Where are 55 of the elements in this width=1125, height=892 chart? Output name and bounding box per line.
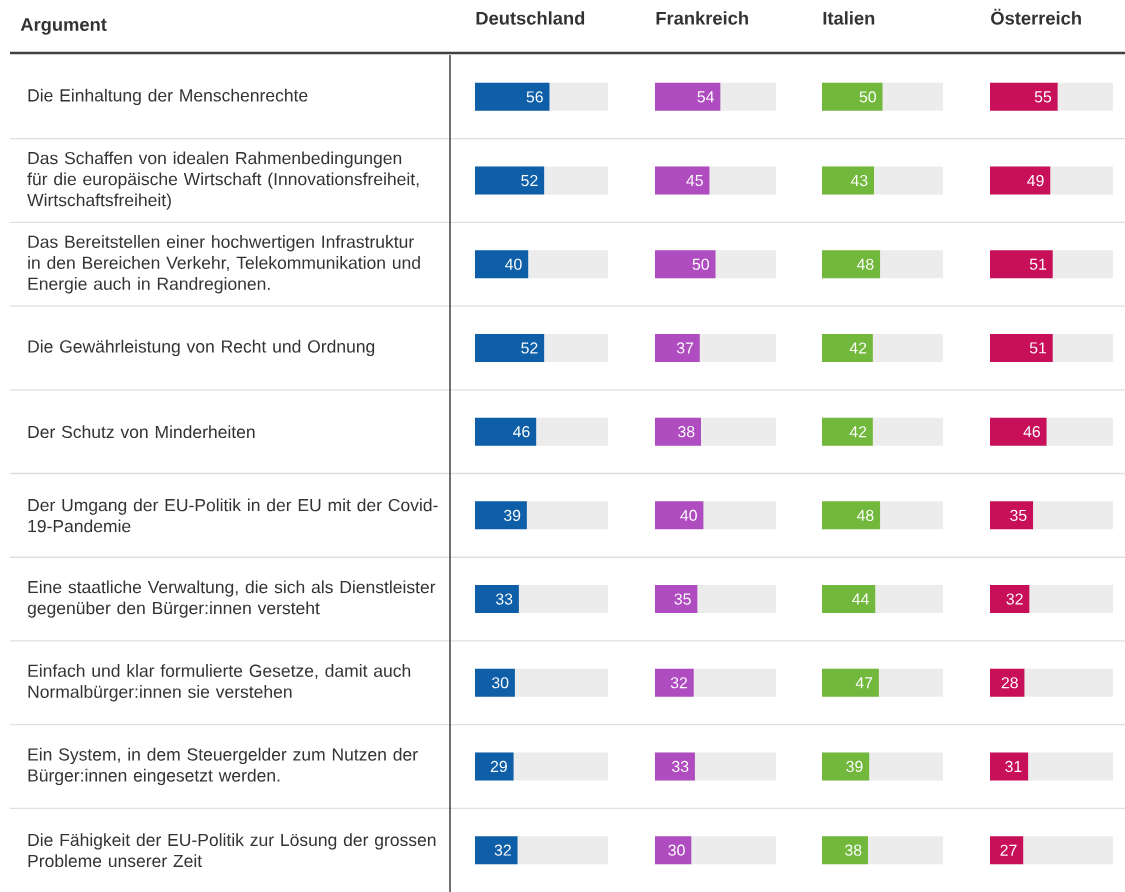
y-axis-title: Argument [20,18,107,35]
data-label: 38 [678,426,695,438]
y-tick-label: Ein System, in dem Steuergelder zum Nutzen der Bürger:innen eingesetzt werden. [28,747,418,786]
data-label: 32 [494,844,511,856]
y-tick-label: Der Umgang der EU-Politik in der EU mit der Covid-19-Pandemie [28,498,438,533]
data-label: 50 [692,258,709,270]
data-label: 55 [1034,91,1052,103]
chart-title: Deutschland [476,11,585,25]
data-label: 39 [846,760,863,773]
data-label: 38 [845,844,862,856]
data-label: 44 [852,593,869,605]
y-tick-label: Die Gewährleistung von Recht und Ordnung [28,339,375,357]
data-label: 51 [1029,342,1047,354]
data-label: 33 [495,593,513,605]
data-label: 37 [676,342,694,354]
data-label: 46 [513,426,530,438]
chart-title: Frankreich [656,11,748,25]
data-label: 42 [849,342,867,354]
y-tick-label: Die Fähigkeit der EU-Politik zur Lösung der grossen Probleme unserer Zeit [28,833,436,868]
data-label: 35 [674,593,691,605]
data-label: 28 [1001,677,1018,689]
data-label: 49 [1027,174,1044,187]
chart-title: Italien [823,11,875,25]
y-tick-label: Das Schaffen von idealen Rahmenbedingungen für die europäische Wirtschaft (Innovationsfreiheit, Wirtschaftsfreiheit) [27,151,419,210]
data-label: 54 [697,91,714,103]
data-label: 51 [1029,258,1047,270]
data-label: 47 [855,677,873,689]
data-label: 48 [856,258,874,270]
data-label: 50 [859,91,876,103]
data-label: 39 [503,509,521,521]
data-label: 43 [850,174,868,187]
y-tick-label: Die Einhaltung der Menschenrechte [28,88,308,106]
y-tick-label: Das Bereitstellen einer hochwertigen Infrastruktur in den Bereichen Verkehr, Telekommunikation und Energie auch in Randregionen. [28,235,420,294]
y-tick-label: Eine staatliche Verwaltung, die sich als Dienstleister gegenüber den Bürger:innen versteht [27,580,436,618]
data-label: 30 [492,677,509,689]
data-label: 35 [1010,509,1027,521]
data-label: 48 [856,509,874,521]
data-label: 46 [1023,426,1040,438]
data-label: 31 [1005,760,1022,773]
data-label: 52 [521,342,538,354]
y-tick-label: Der Schutz von Minderheiten [28,425,255,439]
data-label: 33 [672,760,689,773]
data-label: 32 [1006,593,1023,605]
data-label: 32 [670,677,688,689]
data-label: 45 [686,175,703,187]
data-label: 52 [521,174,538,187]
data-label: 40 [680,509,697,521]
data-label: 27 [1000,844,1017,856]
y-tick-label: Einfach und klar formulierte Gesetze, damit auch Normalbürger:innen sie verstehen [28,664,411,702]
data-label: 40 [505,258,522,270]
data-label: 30 [668,844,685,856]
data-label: 29 [490,760,507,773]
data-label: 56 [526,91,543,103]
chart-title: Österreich [991,8,1081,25]
data-label: 42 [849,426,867,438]
